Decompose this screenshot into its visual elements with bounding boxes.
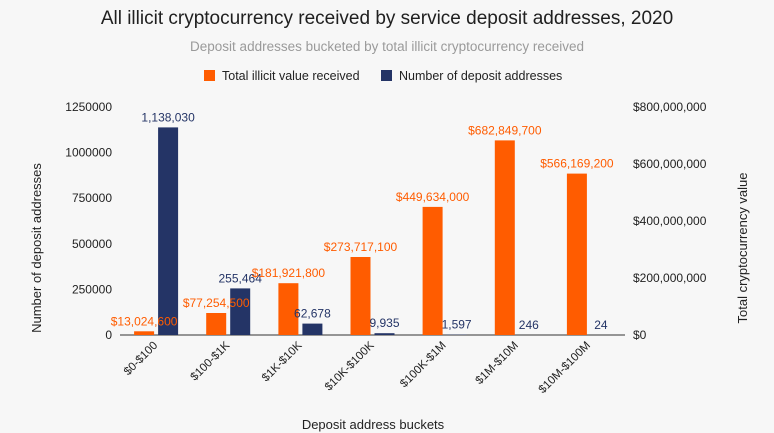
legend-label-count: Number of deposit addresses [399,69,562,83]
data-label-value: $449,634,000 [396,190,470,204]
data-label-count: 255,464 [219,271,263,285]
data-label-value: $273,717,100 [324,240,398,254]
x-tick-label: $10M-$100M [537,340,593,396]
bar-value [566,173,587,335]
x-tick-label: $1K-$10K [260,339,305,384]
legend: Total illicit value received Number of d… [204,69,562,83]
x-tick-label: $100-$1K [189,339,233,383]
left-tick-label: 0 [105,328,112,342]
data-label-count: 1,138,030 [141,110,195,124]
legend-label-value: Total illicit value received [222,69,360,83]
x-tick-label: $10K-$100K [323,339,377,393]
y-axis-left-title: Number of deposit addresses [29,163,44,333]
right-tick-labels: $0 $200,000,000 $400,000,000 $600,000,000 $8… [633,100,707,342]
legend-swatch-count [381,70,392,81]
legend-swatch-value [204,70,215,81]
left-tick-label: 1250000 [65,100,112,114]
data-label-count: 24 [594,318,608,332]
data-label-count: 1,597 [442,318,472,332]
x-tick-label: $100K-$1M [398,340,449,391]
data-label-value: $181,921,800 [252,266,326,280]
bars [134,127,587,336]
data-label-value: $682,849,700 [468,123,542,137]
x-axis-title: Deposit address buckets [302,417,445,432]
left-tick-label: 750000 [72,191,112,205]
bar-count [158,127,179,336]
right-tick-label: $200,000,000 [633,271,707,285]
bar-count [374,333,395,335]
left-tick-label: 500000 [72,237,112,251]
bar-count [302,323,323,335]
bar-value [134,331,155,335]
data-label-count: 9,935 [369,316,399,330]
bar-value [494,140,515,335]
data-labels: $13,024,600 1,138,030 $77,254,500 255,464$1… [111,110,614,332]
chart-title: All illicit cryptocurrency received by s… [101,8,673,29]
left-tick-label: 1000000 [65,146,112,160]
bar-count [230,288,251,335]
y-axis-right-title: Total cryptocurrency value [735,172,750,323]
data-label-value: $77,254,500 [183,296,250,310]
bar-value [206,313,227,335]
bar-value [278,283,299,335]
x-tick-labels: $0-$100 $100-$1K $1K-$10K $10K-$100K $100K-$… [122,339,593,396]
right-tick-label: $600,000,000 [633,157,707,171]
data-label-count: 62,678 [294,307,331,321]
right-tick-label: $400,000,000 [633,214,707,228]
x-tick-label: $1M-$10M [474,340,521,387]
data-label-value: $566,169,200 [540,157,614,171]
right-tick-label: $0 [633,328,647,342]
bar-value [422,206,443,335]
left-tick-labels: 0 250000 500000 750000 1000000 1250000 [65,100,112,342]
right-tick-label: $800,000,000 [633,100,707,114]
bar-value [350,257,371,335]
data-label-count: 246 [519,318,539,332]
x-tick-label: $0-$100 [122,340,160,378]
data-label-value: $13,024,600 [111,314,178,328]
chart-subtitle: Deposit addresses bucketed by total illi… [190,39,584,54]
left-tick-label: 250000 [72,282,112,296]
